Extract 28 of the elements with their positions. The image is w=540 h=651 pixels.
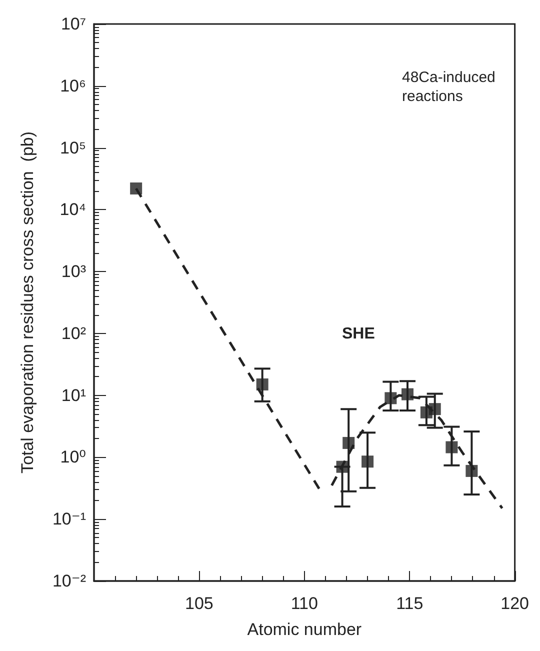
point: [256, 378, 268, 390]
y-tick-label: 10²: [61, 324, 86, 343]
point: [384, 392, 397, 404]
x-tick-label: 115: [396, 594, 424, 613]
point: [446, 441, 458, 454]
y-tick-label: 10⁻¹: [52, 510, 86, 529]
x-tick-label: 110: [290, 594, 318, 613]
annotation: SHE: [342, 326, 376, 342]
y-tick-label: 10⁷: [60, 14, 86, 34]
x-tick-label: 120: [500, 594, 530, 613]
y-tick-label: 10¹: [61, 386, 86, 405]
x-tick-label: 105: [185, 594, 214, 613]
point: [466, 464, 478, 477]
y-tick-label: 10⁴: [60, 200, 86, 220]
y-tick-label: 10⁶: [60, 76, 86, 96]
y-tick-label: 10⁻²: [52, 572, 86, 590]
point: [428, 403, 441, 416]
y-tick-label: 10⁵: [60, 138, 86, 158]
x-axis-title: Atomic number: [247, 620, 362, 639]
y-tick-label: 10³: [61, 262, 86, 282]
point: [402, 388, 414, 400]
point: [336, 460, 348, 473]
point: [362, 456, 374, 468]
point: [342, 436, 355, 449]
annotation: 48Ca-induced reactions: [402, 69, 500, 105]
point: [130, 182, 142, 194]
y-axis-title: Total evaporation residues cross section (pb): [18, 131, 37, 474]
y-tick-label: 10⁰: [60, 448, 86, 467]
